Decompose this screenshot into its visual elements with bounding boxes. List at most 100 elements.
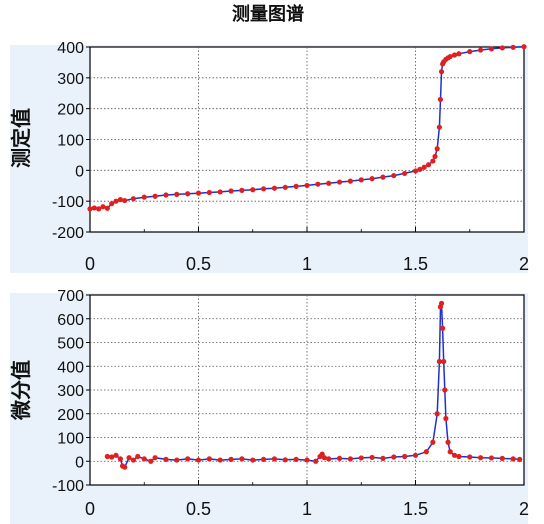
top-data-point — [100, 204, 106, 210]
top-y-tick-label: 0 — [75, 163, 84, 180]
top-data-point — [282, 184, 288, 190]
top-data-point — [261, 186, 267, 192]
bottom-y-tick-label: 500 — [57, 336, 84, 353]
bottom-data-point — [261, 456, 267, 462]
top-y-tick-label: 300 — [57, 71, 84, 88]
bottom-y-tick-label: 400 — [57, 359, 84, 376]
top-data-point — [326, 180, 332, 186]
bottom-data-point — [104, 453, 110, 460]
bottom-data-point — [326, 456, 332, 462]
top-ticks: 0 0.5 1 1.5 2 400 300 200 100 0 -100 -200 — [52, 40, 529, 274]
top-data-point — [185, 191, 191, 197]
bottom-data-point — [369, 454, 375, 461]
bottom-data-point — [282, 457, 288, 463]
bottom-data-point — [510, 456, 516, 462]
top-data-point — [436, 124, 442, 130]
bottom-data-point — [456, 453, 462, 460]
bottom-x-tick-label: 1.5 — [403, 499, 428, 519]
bottom-data-point — [130, 457, 136, 463]
bottom-x-tick-label: 1 — [302, 499, 312, 519]
top-x-tick-label: 1 — [302, 254, 312, 274]
bottom-data-point — [423, 449, 429, 455]
bottom-data-point — [152, 455, 158, 461]
bottom-data-point — [250, 457, 256, 463]
bottom-data-point — [126, 455, 132, 461]
bottom-x-tick-label: 0.5 — [186, 499, 211, 519]
top-x-tick-label: 1.5 — [403, 254, 428, 274]
bottom-data-point — [478, 455, 484, 461]
bottom-y-axis-label: 微分值 — [9, 360, 33, 421]
bottom-data-point — [336, 455, 343, 461]
top-data-point — [478, 47, 484, 53]
bottom-data-point — [451, 452, 458, 458]
top-data-point — [412, 168, 419, 174]
bottom-data-point — [117, 456, 123, 462]
top-data-point — [141, 194, 147, 200]
bottom-data-point — [442, 387, 448, 393]
bottom-y-tick-label: 200 — [57, 407, 84, 424]
top-data-point — [510, 44, 516, 50]
bottom-y-tick-label: -100 — [52, 478, 84, 495]
top-data-point — [109, 201, 115, 207]
top-data-point — [437, 96, 444, 103]
top-data-point — [315, 181, 321, 187]
bottom-data-point — [313, 458, 319, 464]
bottom-data-point — [304, 457, 310, 463]
bottom-data-point — [447, 449, 453, 455]
bottom-data-point — [141, 456, 147, 462]
top-data-point — [451, 52, 458, 58]
top-y-tick-label: 400 — [57, 40, 84, 57]
bottom-y-tick-label: 300 — [57, 383, 84, 400]
top-data-point — [104, 205, 110, 211]
bottom-data-point — [163, 456, 169, 462]
top-data-point — [432, 153, 438, 160]
top-data-point — [347, 178, 353, 184]
bottom-data-point — [430, 439, 436, 445]
top-data-point — [425, 162, 432, 168]
bottom-data-point — [347, 456, 353, 462]
top-data-point — [521, 44, 527, 50]
top-data-point — [434, 146, 440, 152]
bottom-x-tick-label: 2 — [519, 499, 529, 519]
bottom-data-point — [293, 456, 299, 462]
top-data-point — [369, 176, 375, 182]
bottom-x-tick-label: 0 — [85, 499, 95, 519]
top-data-point — [239, 187, 245, 193]
bottom-data-point — [517, 456, 523, 462]
bottom-data-point — [358, 455, 364, 461]
top-data-point — [447, 53, 453, 60]
top-series — [87, 44, 527, 212]
bottom-data-point — [135, 453, 141, 460]
top-data-point — [467, 49, 473, 55]
top-data-point — [430, 158, 436, 164]
top-panel: 测定值 0 0.5 1 1.5 2 400 300 200 100 0 -100 -200 — [9, 40, 529, 274]
top-data-point — [402, 170, 408, 177]
bottom-data-point — [436, 358, 442, 365]
bottom-data-point — [321, 455, 327, 461]
top-x-tick-label: 2 — [519, 254, 529, 274]
bottom-data-point — [499, 455, 505, 461]
top-data-point — [117, 197, 123, 203]
bottom-data-point — [122, 464, 128, 470]
top-data-point — [271, 185, 278, 191]
top-data-point — [122, 197, 128, 204]
top-data-point — [113, 198, 119, 204]
top-data-point — [91, 205, 97, 211]
top-y-tick-label: -100 — [52, 194, 84, 211]
bottom-data-point — [239, 456, 245, 462]
top-data-point — [174, 191, 180, 197]
top-grid — [90, 47, 524, 232]
top-data-point — [304, 182, 310, 189]
top-y-axis-label: 测定值 — [9, 108, 33, 168]
bottom-data-point — [488, 455, 495, 461]
top-data-point — [228, 188, 234, 194]
bottom-data-point — [443, 415, 449, 422]
top-data-point — [380, 174, 386, 180]
bottom-series — [104, 300, 523, 470]
bottom-grid — [90, 295, 524, 485]
bottom-data-point — [467, 454, 473, 460]
top-data-point — [195, 190, 202, 196]
